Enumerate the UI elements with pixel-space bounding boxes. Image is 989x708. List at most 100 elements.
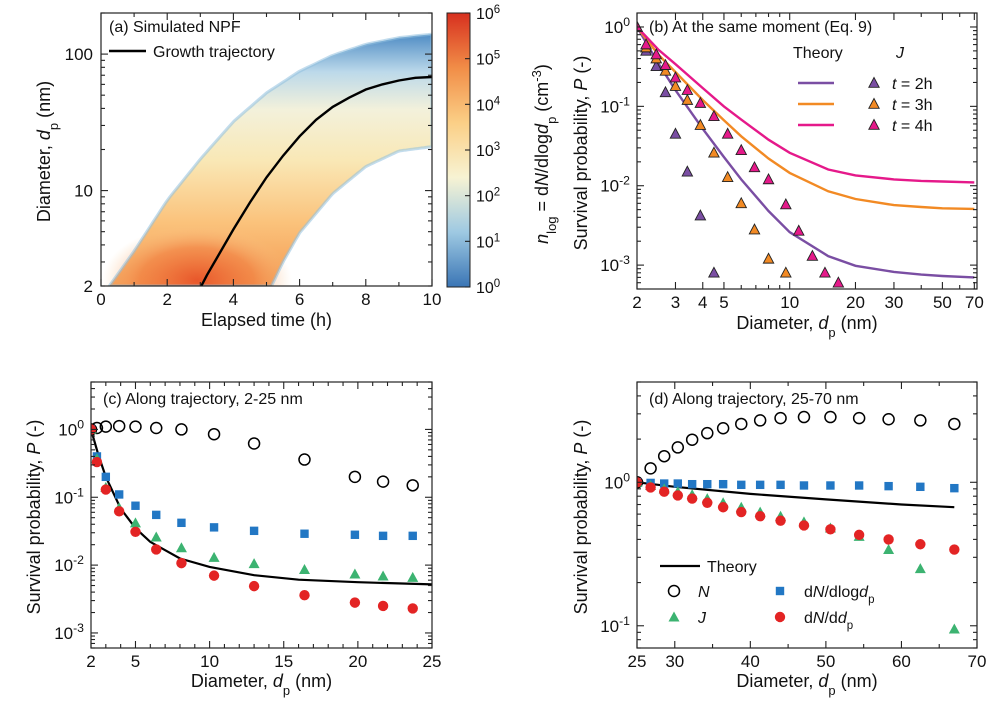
x-tick-label: 20 xyxy=(348,652,367,671)
J-point xyxy=(762,252,775,264)
data-point xyxy=(249,526,259,536)
N-point xyxy=(99,420,113,433)
x-tick-label: 2 xyxy=(162,290,171,309)
x-tick-label: 60 xyxy=(892,652,911,671)
J-point xyxy=(694,96,707,108)
x-tick-label: 10 xyxy=(423,290,442,309)
N-point xyxy=(882,413,895,426)
panel-title: (c) Along trajectory, 2-25 nm xyxy=(103,391,303,408)
data-point xyxy=(883,534,894,545)
legend-label: t = 3h xyxy=(892,97,932,114)
J-point xyxy=(779,198,792,210)
x-tick-label: 4 xyxy=(698,293,707,312)
x-axis-label: Diameter, dp (nm) xyxy=(736,313,877,340)
N-point xyxy=(129,420,142,433)
legend-marker xyxy=(868,76,880,88)
J-point xyxy=(681,93,694,105)
J-point xyxy=(914,563,926,574)
panel-title: (b) At the same moment (Eq. 9) xyxy=(649,19,872,36)
data-point xyxy=(377,600,389,612)
data-point xyxy=(378,531,388,541)
data-point xyxy=(350,530,360,539)
N-point xyxy=(348,470,362,484)
J-point xyxy=(681,83,694,95)
data-point xyxy=(826,481,835,490)
N-point xyxy=(774,411,787,425)
x-tick-label: 5 xyxy=(131,652,140,671)
J-point xyxy=(208,551,220,562)
data-point xyxy=(755,480,765,490)
data-point xyxy=(950,483,959,493)
J-point xyxy=(735,143,748,155)
panel-title: (a) Simulated NPF xyxy=(109,19,241,36)
y-axis-label: Survival probability, P (-) xyxy=(571,56,591,251)
legend-label-theory: Theory xyxy=(707,559,757,576)
y-tick-label: 10-2 xyxy=(54,553,84,575)
legend-marker xyxy=(774,611,786,623)
x-tick-label: 50 xyxy=(933,293,952,312)
J-point xyxy=(669,127,682,139)
J-point xyxy=(779,266,792,278)
J-point xyxy=(792,224,805,236)
data-point xyxy=(408,531,417,541)
panel-title: (d) Along trajectory, 25-70 nm xyxy=(649,391,859,408)
x-tick-label: 30 xyxy=(884,293,903,312)
data-point xyxy=(300,529,309,538)
data-point xyxy=(687,479,697,489)
data-point xyxy=(776,480,785,490)
y-tick-label: 10-1 xyxy=(600,94,630,116)
data-point xyxy=(659,486,670,497)
x-tick-label: 25 xyxy=(423,652,442,671)
J-point xyxy=(748,223,761,235)
data-point xyxy=(916,482,925,492)
J-point xyxy=(650,59,663,72)
x-tick-label: 8 xyxy=(361,290,370,309)
data-point xyxy=(884,481,893,491)
plot-area xyxy=(91,419,432,614)
data-point xyxy=(131,501,140,510)
data-point xyxy=(718,479,728,489)
J-point xyxy=(129,517,141,528)
J-point xyxy=(407,571,419,582)
axes-frame xyxy=(90,381,433,649)
N-point xyxy=(824,410,837,424)
theory-line xyxy=(91,429,432,586)
colorbar-tick-label: 102 xyxy=(476,187,500,206)
y-tick-label: 10-1 xyxy=(54,485,84,507)
data-point xyxy=(717,502,729,513)
data-point xyxy=(407,603,418,614)
x-tick-label: 70 xyxy=(965,293,984,312)
data-point xyxy=(736,506,747,518)
legend-marker xyxy=(868,97,880,109)
data-point xyxy=(349,597,361,608)
J-point xyxy=(707,109,720,122)
theory-line xyxy=(637,26,975,211)
x-tick-label: 20 xyxy=(846,293,865,312)
N-point xyxy=(644,462,657,475)
data-point xyxy=(100,484,112,495)
J-point xyxy=(377,570,389,581)
x-axis-label: Elapsed time (h) xyxy=(201,310,332,330)
data-point xyxy=(248,580,260,592)
N-point xyxy=(657,449,671,463)
N-point xyxy=(175,423,188,436)
N-point xyxy=(914,414,927,427)
data-point xyxy=(825,524,836,535)
x-axis-label: Diameter, dp (nm) xyxy=(191,671,332,698)
y-tick-label: 10-3 xyxy=(600,253,630,275)
x-tick-label: 5 xyxy=(719,293,728,312)
N-point xyxy=(852,411,866,425)
plot-area-b xyxy=(637,20,975,288)
y-tick-label: 100 xyxy=(604,15,630,37)
x-tick-label: 15 xyxy=(274,652,293,671)
J-point xyxy=(707,146,720,158)
J-point xyxy=(248,558,260,569)
data-point xyxy=(702,497,713,508)
data-point xyxy=(645,482,656,493)
J-point xyxy=(721,170,734,182)
data-point xyxy=(101,472,111,482)
legend-label: t = 2h xyxy=(892,76,932,93)
N-point xyxy=(685,433,699,446)
data-point xyxy=(854,481,864,490)
